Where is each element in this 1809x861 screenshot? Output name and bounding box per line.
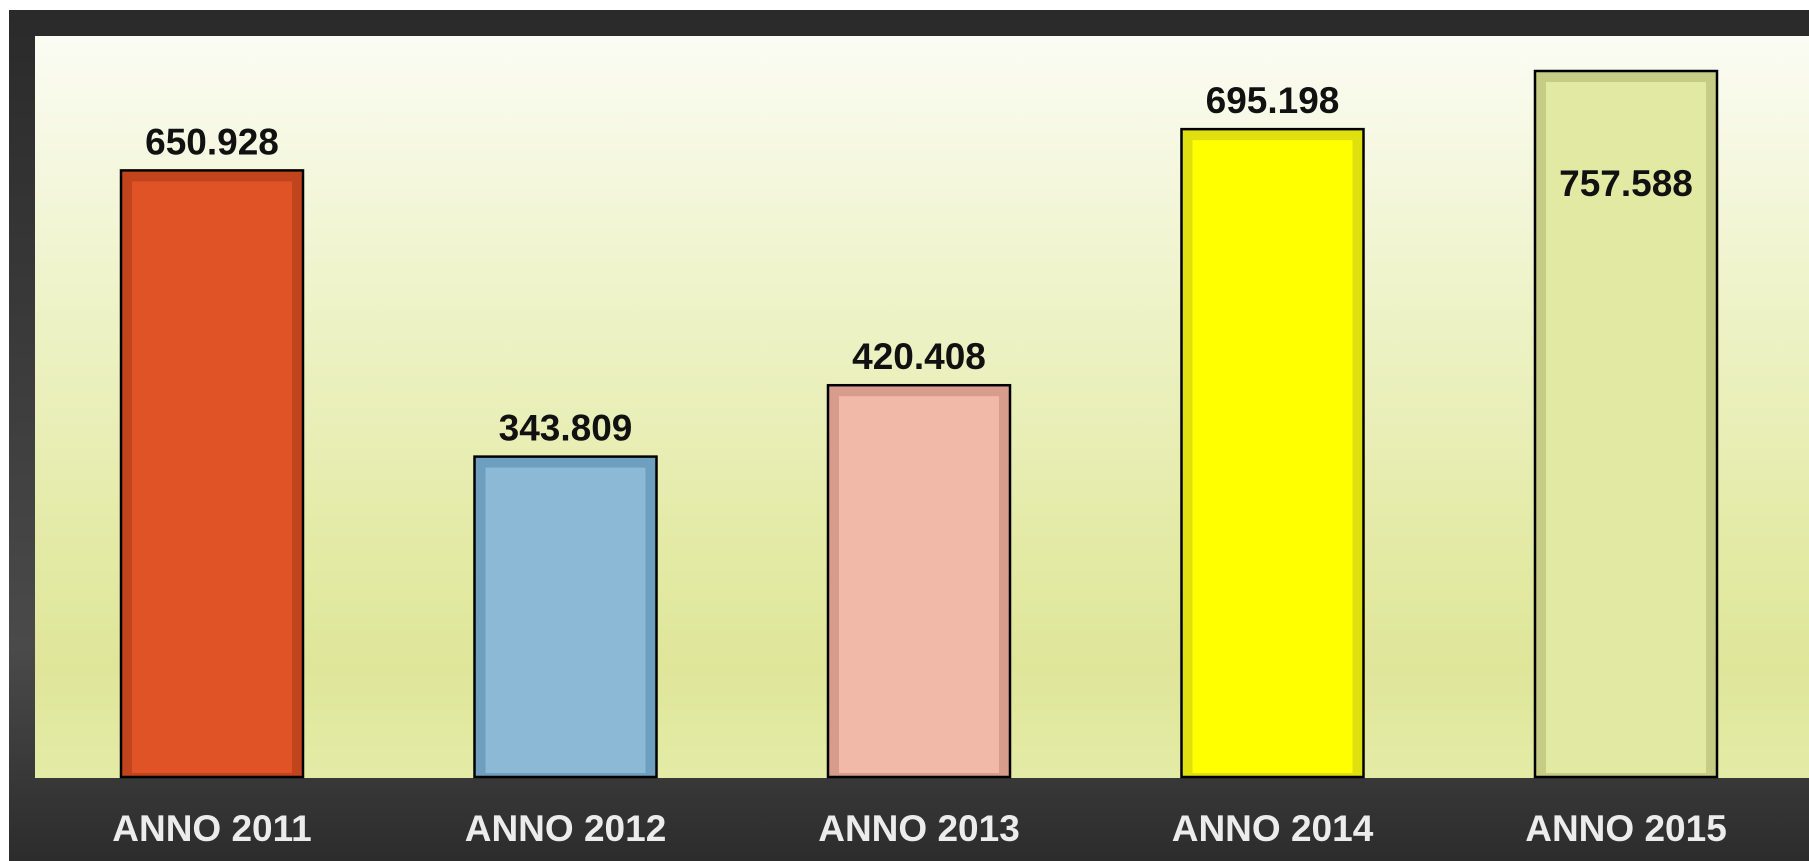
category-label: ANNO 2013 [818, 808, 1020, 849]
category-labels-layer: ANNO 2011 ANNO 2012 ANNO 2013 ANNO 2014 ANNO… [112, 808, 1727, 849]
bar-fill [1192, 140, 1353, 774]
bar-fill [839, 396, 999, 773]
bar-fill [1546, 82, 1706, 773]
value-label: 420.408 [852, 336, 986, 377]
bars-layer [119, 69, 1719, 779]
category-label: ANNO 2012 [465, 808, 667, 849]
value-label: 343.809 [499, 408, 633, 449]
value-label: 650.928 [145, 121, 279, 162]
bar-fill [485, 467, 646, 773]
category-label: ANNO 2014 [1172, 808, 1374, 849]
category-label: ANNO 2011 [112, 808, 312, 849]
value-labels-layer: 650.928 343.809 420.408 695.198 757.588 [145, 80, 1693, 448]
value-label: 757.588 [1559, 163, 1693, 204]
value-label: 695.198 [1206, 80, 1340, 121]
bar-fill [132, 181, 292, 774]
category-label: ANNO 2015 [1525, 808, 1727, 849]
